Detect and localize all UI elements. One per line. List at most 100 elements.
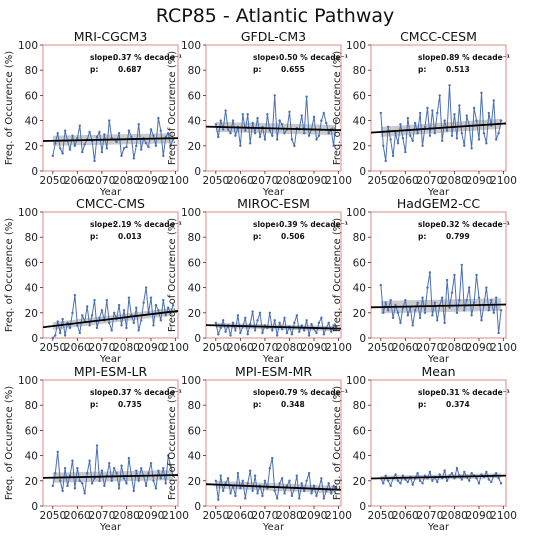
panel-title: Mean: [421, 364, 455, 379]
series-point: [246, 482, 249, 485]
x-tick-label: 2070: [417, 342, 444, 354]
plot-frame: [42, 379, 179, 507]
series-point: [58, 479, 62, 482]
series-point: [224, 330, 227, 333]
y-tick-label: 80: [25, 400, 38, 412]
slope-value: 0.31 % decade⁻¹: [441, 388, 510, 397]
series-point: [231, 119, 235, 122]
y-tick-label: 20: [25, 308, 38, 320]
panel-cmcc-cms: CMCC-CMS 0 20 40 60 80 100 20502060207020802090…: [4, 196, 189, 365]
x-tick-label: 2070: [252, 342, 279, 354]
series-point: [327, 321, 330, 325]
p-label: p:: [90, 232, 98, 241]
series-point: [231, 321, 235, 325]
p-value: 0.374: [446, 400, 470, 409]
series-point: [421, 482, 424, 485]
series-point: [494, 296, 498, 299]
series-point: [485, 470, 488, 474]
slope-label: slope:: [418, 220, 444, 229]
series-point: [56, 320, 59, 323]
series-point: [271, 456, 274, 460]
series-point: [475, 119, 478, 122]
y-axis-label: Freq. of Occurence (%): [4, 386, 15, 500]
series-point: [472, 301, 476, 304]
series-point: [217, 498, 220, 501]
x-tick-label: 2070: [89, 342, 116, 354]
series-point: [73, 293, 77, 297]
series-point: [90, 482, 94, 485]
series-point: [159, 319, 163, 322]
series-point: [280, 477, 284, 480]
series-point: [453, 477, 456, 480]
series-point: [219, 474, 222, 477]
trend-line: [42, 137, 179, 142]
series-point: [115, 140, 118, 144]
y-tick-label: 0: [194, 501, 201, 513]
series-point: [61, 317, 64, 321]
series-point: [117, 132, 121, 135]
series-point: [71, 459, 74, 462]
slope-value: -0.39 % decade⁻¹: [276, 220, 348, 229]
p-value: 0.799: [446, 232, 470, 241]
x-tick-label: 2060: [392, 342, 419, 354]
series-point: [58, 147, 62, 150]
series-point: [100, 150, 104, 154]
p-label: p:: [253, 232, 261, 241]
series-point: [256, 116, 259, 120]
series-point: [404, 299, 407, 302]
series-point: [61, 152, 64, 155]
series-point: [480, 473, 483, 476]
panel-title: CMCC-CESM: [400, 29, 477, 44]
y-axis-label: Freq. of Occurence (%): [4, 51, 15, 165]
series-point: [386, 479, 390, 482]
series-point: [229, 492, 232, 495]
series-point: [285, 331, 289, 335]
slope-label: slope:: [253, 53, 279, 62]
series-point: [226, 477, 230, 480]
series-point: [241, 113, 245, 116]
series-point: [88, 130, 91, 134]
series-point: [100, 469, 104, 472]
x-tick-label: 2070: [252, 175, 279, 187]
panel-title: MIROC-ESM: [237, 196, 310, 211]
series-point: [110, 479, 113, 482]
p-label: p:: [90, 65, 98, 74]
series-point: [492, 99, 495, 102]
series-point: [147, 472, 150, 475]
x-tick-label: 2070: [89, 510, 116, 522]
series-point: [421, 144, 424, 147]
series-point: [293, 144, 296, 147]
series-point: [275, 138, 279, 141]
series-point: [396, 142, 400, 145]
series-point: [482, 132, 486, 135]
series-point: [219, 326, 222, 330]
series-point: [428, 271, 432, 274]
y-tick-label: 80: [353, 65, 366, 77]
series-point: [125, 145, 128, 149]
series-point: [443, 119, 446, 122]
series-point: [76, 137, 79, 140]
series-point: [95, 135, 99, 139]
series-point: [413, 121, 417, 125]
series-point: [317, 321, 321, 325]
series-point: [157, 116, 160, 120]
series-point: [226, 128, 230, 131]
series-point: [300, 482, 303, 485]
series-point: [63, 467, 67, 470]
x-tick-label: 2050: [367, 510, 394, 522]
series-point: [244, 497, 247, 500]
y-axis-label: Freq. of Occurence (%): [4, 218, 15, 332]
x-tick-label: 2060: [64, 175, 91, 187]
series-point: [159, 477, 163, 480]
x-axis-label: Year: [262, 187, 285, 198]
series-point: [115, 472, 118, 475]
x-axis-label: Year: [427, 522, 450, 533]
series-line: [380, 264, 502, 334]
series-point: [448, 306, 451, 309]
series-point: [416, 301, 419, 304]
series-point: [241, 479, 245, 482]
y-tick-label: 40: [25, 451, 38, 463]
series-point: [428, 134, 432, 137]
series-point: [302, 329, 306, 332]
p-value: 0.013: [118, 232, 142, 241]
